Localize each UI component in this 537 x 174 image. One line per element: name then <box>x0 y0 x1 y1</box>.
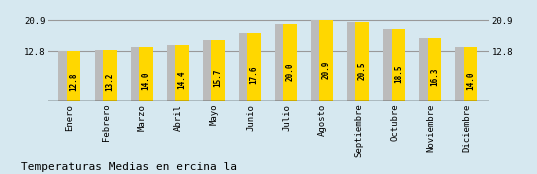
Bar <box>175 45 188 101</box>
Text: 18.5: 18.5 <box>394 65 403 83</box>
Bar <box>383 29 397 101</box>
Bar <box>391 29 405 101</box>
Bar <box>419 38 433 101</box>
Text: Temperaturas Medias en ercina la: Temperaturas Medias en ercina la <box>21 162 237 172</box>
Bar <box>103 50 117 101</box>
Bar <box>67 52 81 101</box>
Text: 20.9: 20.9 <box>322 61 331 80</box>
Text: 14.4: 14.4 <box>177 70 186 89</box>
Bar <box>355 22 369 101</box>
Bar <box>284 24 297 101</box>
Bar <box>203 40 216 101</box>
Bar <box>455 47 469 101</box>
Text: 14.0: 14.0 <box>141 71 150 90</box>
Bar <box>247 33 261 101</box>
Text: 13.2: 13.2 <box>105 72 114 91</box>
Text: 14.0: 14.0 <box>466 71 475 90</box>
Bar <box>311 20 325 101</box>
Text: 17.6: 17.6 <box>250 66 258 84</box>
Text: 20.0: 20.0 <box>286 62 295 81</box>
Bar <box>347 22 361 101</box>
Text: 20.5: 20.5 <box>358 62 367 80</box>
Bar <box>427 38 441 101</box>
Text: 16.3: 16.3 <box>430 68 439 86</box>
Bar <box>95 50 108 101</box>
Bar <box>130 47 144 101</box>
Bar <box>211 40 225 101</box>
Bar <box>139 47 153 101</box>
Bar <box>59 52 72 101</box>
Bar <box>320 20 333 101</box>
Text: 15.7: 15.7 <box>214 69 222 87</box>
Bar <box>275 24 289 101</box>
Text: 12.8: 12.8 <box>69 73 78 91</box>
Bar <box>239 33 252 101</box>
Bar <box>166 45 180 101</box>
Bar <box>464 47 477 101</box>
